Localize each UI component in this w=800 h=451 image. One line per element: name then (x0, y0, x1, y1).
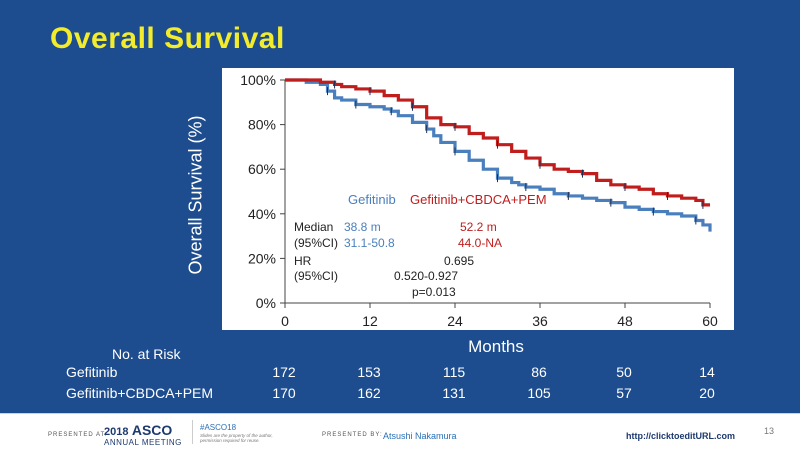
y-tick-label: 60% (248, 161, 276, 177)
asco-wordmark: ASCO (131, 422, 173, 438)
slide: Overall Survival Overall Survival (%) 0%… (50, 22, 734, 401)
hr-ci-label: (95%CI) (294, 269, 338, 283)
at-risk-label-combo: Gefitinib+CBDCA+PEM (66, 385, 214, 401)
annual-meeting-label: ANNUAL MEETING (104, 438, 182, 447)
x-axis-label: Months (468, 337, 524, 356)
plot-panel: 0% 20% 40% 60% 80% 100% 0 12 24 36 48 60 Gefitinib … (222, 68, 734, 330)
at-risk-cell: 162 (357, 385, 381, 401)
at-risk-cell: 170 (272, 385, 296, 401)
reuse-note: Slides are the property of the author, p… (200, 433, 273, 443)
at-risk-cell: 115 (442, 364, 466, 380)
km-chart: 0%20%40%60%80%100%0 12 24 36 48 60 Gefitinib … (240, 72, 718, 329)
ci-label: (95%CI) (294, 236, 338, 250)
presented-at-label: PRESENTED AT: (48, 432, 108, 438)
at-risk-cell: 131 (442, 385, 466, 401)
footer: PRESENTED AT: 2018 ASCO ANNUAL MEETING #… (0, 413, 800, 451)
x-tick-label: 0 (281, 313, 289, 329)
ci-gefitinib: 31.1-50.8 (344, 236, 395, 250)
at-risk-cell: 57 (616, 385, 632, 401)
median-gefitinib: 38.8 m (344, 220, 381, 234)
hashtag: #ASCO18 (200, 423, 237, 432)
median-label: Median (294, 220, 333, 234)
at-risk-cell: 86 (531, 364, 547, 380)
y-tick-label: 0% (256, 295, 276, 311)
at-risk-header: No. at Risk (112, 346, 181, 362)
ci-combo: 44.0-NA (458, 236, 502, 250)
x-tick-label: 60 (702, 313, 718, 329)
y-tick-label: 40% (248, 206, 276, 222)
at-risk-cell: 50 (616, 364, 632, 380)
page-number: 13 (764, 426, 775, 436)
series-line-gefitinib (285, 78, 712, 232)
x-tick-label: 12 (362, 313, 378, 329)
p-value: p=0.013 (412, 285, 456, 299)
presenter-name: Atsushi Nakamura (383, 431, 457, 441)
y-tick-label: 80% (248, 117, 276, 133)
hr-label: HR (294, 254, 312, 268)
hr-ci-value: 0.520-0.927 (394, 269, 458, 283)
at-risk-cell: 14 (699, 364, 715, 380)
y-tick-label: 100% (240, 72, 276, 88)
y-tick-label: 20% (248, 250, 276, 266)
median-combo: 52.2 m (460, 220, 497, 234)
asco-year: 2018 (104, 426, 129, 438)
footer-url[interactable]: http://clicktoeditURL.com (626, 431, 736, 441)
at-risk-cell: 153 (357, 364, 381, 380)
legend-combo: Gefitinib+CBDCA+PEM (410, 192, 547, 207)
footer-divider (192, 420, 193, 444)
at-risk-cell: 172 (272, 364, 296, 380)
at-risk-label-gefitinib: Gefitinib (66, 364, 118, 380)
asco-logo: 2018 ASCO (104, 422, 172, 438)
x-tick-label: 36 (532, 313, 548, 329)
x-tick-label: 24 (447, 313, 463, 329)
y-axis-label: Overall Survival (%) (185, 115, 206, 275)
at-risk-cell: 105 (527, 385, 551, 401)
x-tick-label: 48 (617, 313, 633, 329)
presented-by-label: PRESENTED BY: (322, 432, 383, 438)
at-risk-cell: 20 (699, 385, 715, 401)
legend-gefitinib: Gefitinib (348, 192, 396, 207)
page-title: Overall Survival (50, 22, 285, 55)
hr-value: 0.695 (444, 254, 474, 268)
